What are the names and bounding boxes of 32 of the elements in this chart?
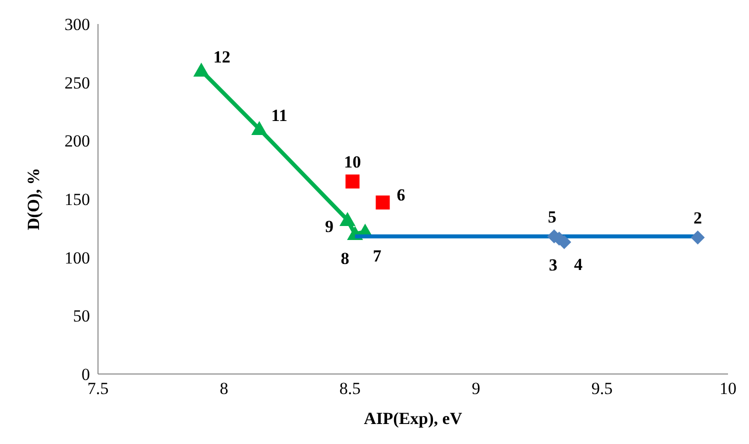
point — [251, 121, 268, 135]
y-tick-label: 0 — [82, 365, 90, 384]
y-tick-label: 300 — [64, 15, 90, 34]
point — [346, 174, 360, 188]
annotation: 10 — [344, 152, 362, 172]
annotation: 9 — [324, 217, 334, 236]
x-axis-title: AIP(Exp), eV — [364, 409, 463, 428]
x-tick-label: 7.5 — [87, 379, 109, 398]
annotation: 3 — [548, 256, 558, 275]
x-tick-label: 10 — [720, 379, 736, 398]
x-tick-label: 9.5 — [591, 379, 613, 398]
y-tick-label: 150 — [64, 190, 90, 210]
y-tick-label: 50 — [73, 306, 90, 326]
annotation: 5 — [548, 207, 556, 226]
annotation: 2 — [694, 208, 702, 228]
y-tick-label: 200 — [64, 132, 90, 151]
x-tick-label: 9 — [472, 379, 480, 398]
x-tick-label: 8 — [220, 379, 228, 398]
y-tick-label: 250 — [64, 73, 90, 92]
point — [376, 196, 390, 210]
annotation: 4 — [574, 255, 583, 274]
x-tick-label: 8.5 — [339, 379, 361, 398]
annotation: 11 — [271, 106, 288, 126]
annotation: 8 — [340, 249, 350, 268]
annotation: 6 — [396, 186, 406, 205]
point — [690, 230, 705, 244]
point — [339, 212, 356, 226]
point — [193, 62, 210, 77]
annotation: 12 — [213, 48, 230, 67]
annotation: 7 — [372, 246, 382, 266]
y-axis-title: D(O), % — [24, 168, 44, 230]
y-tick-label: 100 — [64, 248, 90, 268]
